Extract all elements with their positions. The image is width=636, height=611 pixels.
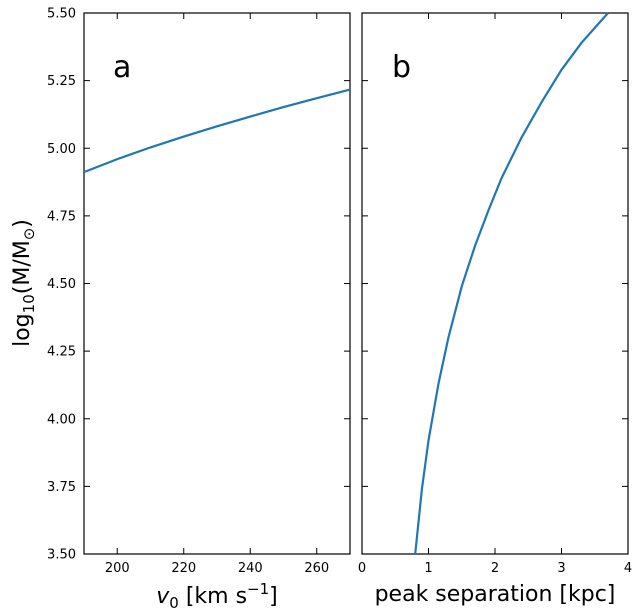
panel-b-x-axis-label: peak separation [kpc]	[375, 582, 616, 607]
panel-b-x-ticks: 0 1 2 3 4	[358, 13, 632, 576]
panel-a-x-tick-label: 240	[238, 561, 263, 576]
y-axis-label: log10(M/M⊙)	[10, 219, 38, 347]
panel-b-x-tick-label: 0	[358, 561, 366, 576]
panel-b-x-tick-label: 3	[557, 561, 565, 576]
panel-a-y-ticks: 3.50 3.75 4.00 4.25 4.50 4.75 5.00 5.25 5.50	[47, 7, 350, 563]
panel-b-y-ticks	[362, 12, 628, 555]
y-tick-label: 4.50	[47, 277, 76, 292]
panel-b-frame	[361, 12, 629, 555]
y-tick-label: 4.75	[47, 209, 76, 224]
panel-b-x-tick-label: 2	[491, 561, 499, 576]
panel-a-series-line	[83, 88, 351, 174]
panel-a-x-axis-label: v0 [km s−1]	[156, 580, 278, 611]
panel-b-series-line	[414, 12, 609, 555]
y-tick-label: 4.00	[47, 412, 76, 427]
panel-a-x-tick-label: 200	[105, 561, 130, 576]
panel-a-letter: a	[113, 50, 131, 85]
y-tick-label: 5.00	[47, 142, 76, 157]
panel-b-x-tick-label: 4	[624, 561, 632, 576]
panel-a-x-ticks: 200 220 240 260	[105, 13, 329, 576]
panel-a-frame	[83, 12, 351, 555]
panel-a-x-tick-label: 220	[171, 561, 196, 576]
y-tick-label: 3.50	[47, 548, 76, 563]
y-tick-label: 5.25	[47, 74, 76, 89]
panel-a-x-tick-label: 260	[304, 561, 329, 576]
y-tick-label: 4.25	[47, 345, 76, 360]
y-tick-label: 5.50	[47, 7, 76, 22]
y-tick-label: 3.75	[47, 480, 76, 495]
panel-b-x-tick-label: 1	[424, 561, 432, 576]
panel-b-letter: b	[392, 50, 411, 85]
panel-b: b 0 1 2 3 4 peak separation [kpc]	[358, 12, 632, 607]
panel-a: a 3.50 3.75 4.00 4.25 4.50 4.75 5.00 5.25 5.50 2…	[10, 7, 351, 611]
